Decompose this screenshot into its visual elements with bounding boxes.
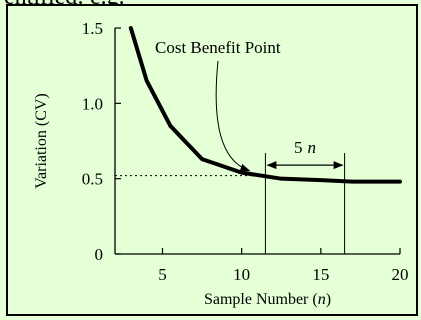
span-number: 5 [294,138,303,157]
x-tick-label: 20 [392,265,409,284]
x-axis-title-prefix: Sample Number ( [204,291,318,308]
x-axis-title-suffix: ) [326,291,331,308]
span-variable: n [308,138,317,157]
cv-curve [128,26,402,184]
x-tick-label: 15 [312,265,329,284]
y-tick-label: 1.5 [82,19,103,38]
y-tick-label: 1.0 [82,94,103,113]
x-tick-label: 10 [233,265,250,284]
x-tick-label: 5 [158,265,167,284]
y-tick-label: 0 [95,245,104,264]
chart-panel [6,4,418,316]
x-axis-title: Sample Number (n) [204,291,331,308]
y-tick-group: 0 0.5 1.0 1.5 [82,19,121,264]
x-axis-title-variable: n [318,291,326,308]
y-tick-label: 0.5 [82,170,103,189]
cost-benefit-callout-arrow [215,60,251,172]
y-axis-title: Variation (CV) [33,93,50,189]
x-tick-group: 5 10 15 20 [158,248,409,284]
cost-benefit-label: Cost Benefit Point [155,38,281,57]
